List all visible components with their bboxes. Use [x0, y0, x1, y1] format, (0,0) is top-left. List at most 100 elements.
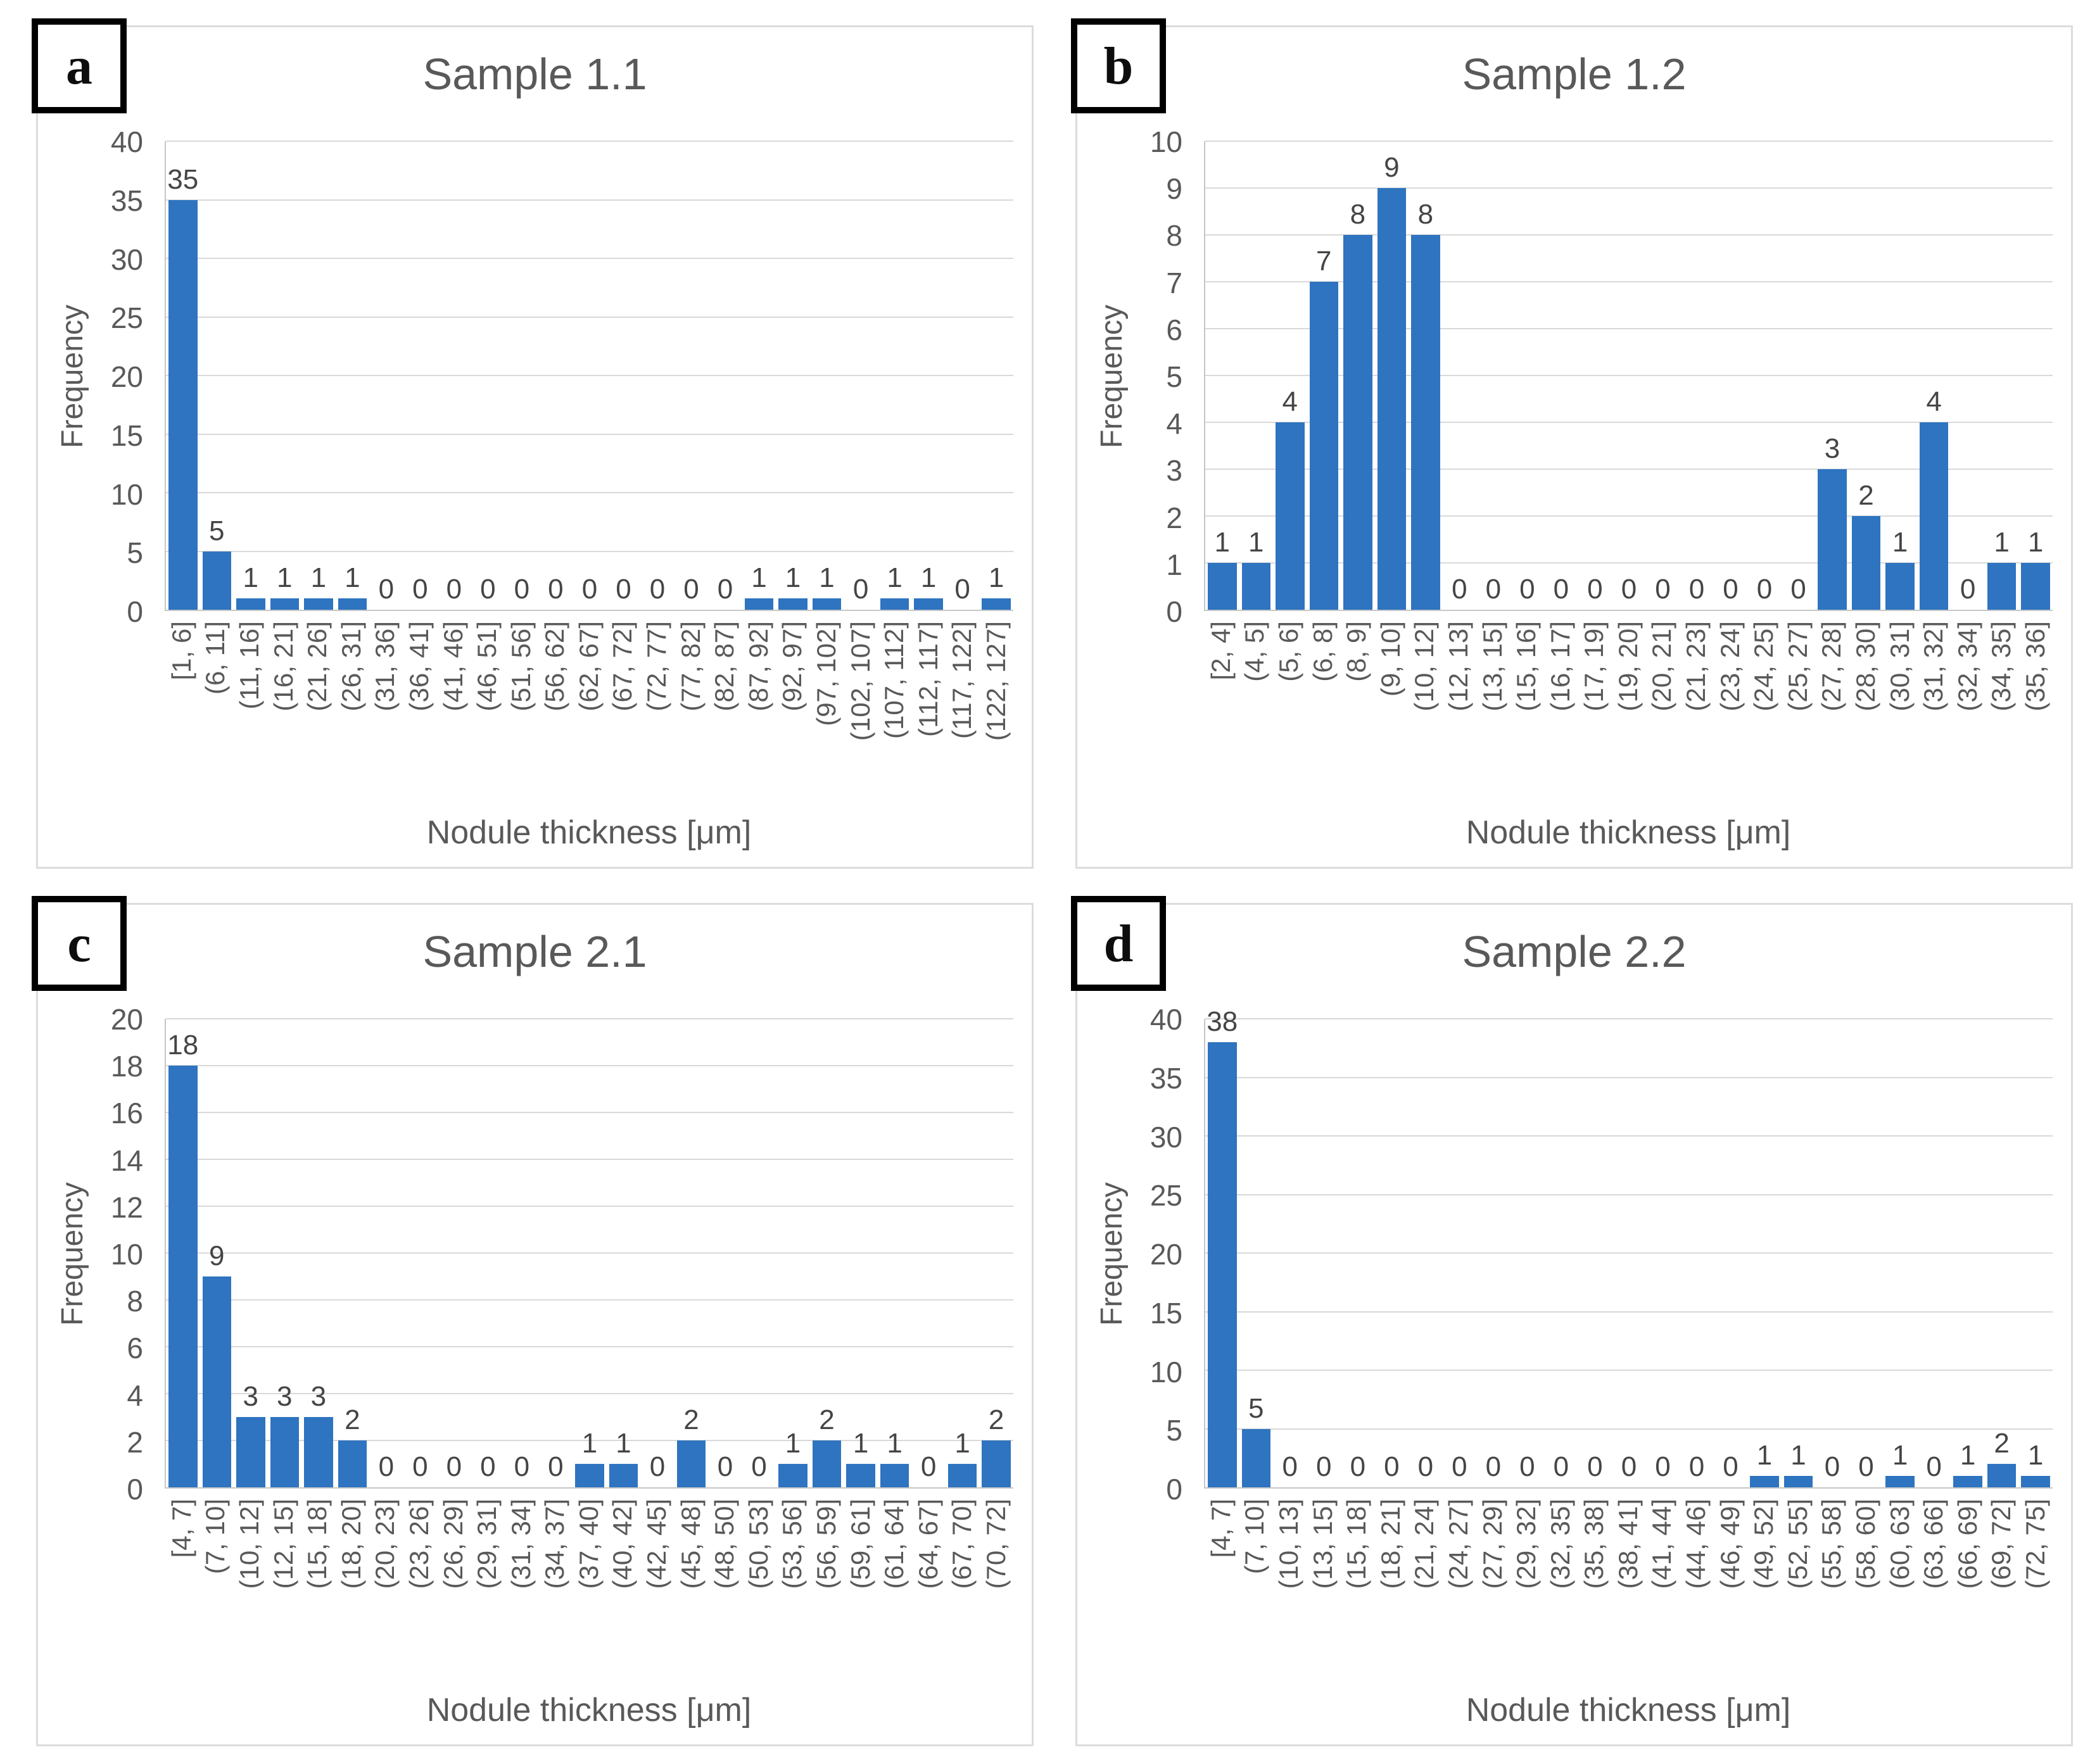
bar — [846, 1464, 875, 1487]
bar — [304, 1417, 333, 1487]
bar-column: 0 — [471, 141, 505, 610]
y-tick-label: 4 — [1166, 407, 1182, 441]
gridline — [166, 492, 1013, 493]
panel-letter: b — [1103, 36, 1134, 96]
x-tick-label: (10, 12] — [1409, 621, 1440, 712]
bar — [880, 598, 909, 610]
x-tick-label: (6, 8] — [1307, 621, 1338, 682]
y-tick-label: 3 — [1166, 454, 1182, 488]
bar — [168, 1066, 198, 1487]
bar-column: 0 — [1443, 1019, 1477, 1487]
x-tick-label: (67, 72] — [607, 621, 638, 712]
bar-value-label: 2 — [819, 1404, 835, 1435]
bar-column: 0 — [471, 1019, 505, 1487]
x-tick-label: (25, 27] — [1782, 621, 1813, 712]
bar-column: 1 — [810, 141, 844, 610]
chart-panel-c: c Sample 2.1 Frequency 0 2 4 6 8 10 12 14 16 18 20… — [32, 896, 1034, 1746]
bar-column: 0 — [1747, 141, 1782, 610]
bar-value-label: 1 — [785, 562, 801, 593]
bar-value-label: 0 — [1553, 574, 1569, 605]
y-tick-label: 10 — [1150, 125, 1182, 158]
gridline — [1205, 375, 2053, 376]
bar-value-label: 0 — [1384, 1451, 1400, 1482]
bar-column: 2 — [674, 1019, 709, 1487]
bar — [1818, 469, 1847, 610]
y-tick-label: 15 — [1150, 1296, 1182, 1330]
x-tick-label: (67, 70] — [947, 1499, 977, 1589]
x-tick-label: (17, 19] — [1579, 621, 1609, 712]
bar-value-label: 1 — [2027, 1439, 2044, 1471]
y-axis-ticks: 0 5 10 15 20 25 30 35 40 — [38, 127, 153, 626]
bar — [982, 1440, 1011, 1487]
bar-column: 0 — [369, 1019, 403, 1487]
chart-title: Sample 2.2 — [1462, 927, 1687, 976]
bar — [1241, 1428, 1271, 1487]
x-tick-label: (26, 31] — [336, 621, 366, 712]
y-tick-label: 15 — [110, 419, 143, 452]
bar-value-label: 1 — [988, 562, 1004, 593]
x-tick-label: (31, 36] — [370, 621, 400, 712]
x-tick-label: (50, 53] — [743, 1499, 773, 1589]
bar-value-label: 0 — [548, 574, 564, 605]
bar-column: 1 — [1951, 1019, 1985, 1487]
bar — [676, 1440, 706, 1487]
bar-column: 3 — [301, 1019, 336, 1487]
bar-value-label: 0 — [1485, 1451, 1502, 1482]
y-tick-label: 6 — [127, 1332, 143, 1365]
x-tick-label: (6, 11] — [200, 621, 231, 695]
x-tick-label: (5, 6] — [1273, 621, 1303, 682]
x-axis-ticks: [1, 6] (6, 11] (11, 16] (16, 21] (21, 26] (26… — [165, 621, 1013, 802]
bar-value-label: 5 — [209, 515, 225, 546]
bar — [1783, 1475, 1813, 1487]
bar-column: 0 — [1578, 141, 1612, 610]
bar-value-label: 0 — [1723, 574, 1738, 605]
x-tick-label: (27, 29] — [1477, 1499, 1507, 1589]
bar-column: 1 — [911, 141, 946, 610]
gridline — [1205, 1428, 2053, 1430]
bar-column: 0 — [708, 141, 742, 610]
gridline — [166, 550, 1013, 552]
x-tick-label: (64, 67] — [913, 1499, 943, 1589]
x-tick-label: (15, 18] — [302, 1499, 332, 1589]
bar-column: 0 — [640, 141, 674, 610]
bar-column: 1 — [301, 141, 336, 610]
bar-value-label: 3 — [1824, 433, 1840, 464]
bar-value-label: 1 — [954, 1428, 970, 1459]
bar-column: 0 — [1578, 1019, 1612, 1487]
y-tick-label: 20 — [110, 360, 143, 393]
x-tick-label: (9, 10] — [1375, 621, 1405, 697]
bar-column: 0 — [946, 141, 980, 610]
x-tick-label: (49, 52] — [1749, 1499, 1779, 1589]
bar-value-label: 0 — [1282, 1451, 1298, 1482]
x-tick-label: (61, 64] — [879, 1499, 909, 1589]
y-tick-label: 14 — [110, 1143, 143, 1177]
bar-column: 0 — [539, 1019, 573, 1487]
bar-value-label: 0 — [514, 574, 530, 605]
bar-column: 1 — [1747, 1019, 1782, 1487]
gridline — [1205, 281, 2053, 282]
y-axis-ticks: 0 1 2 3 4 5 6 7 8 9 10 — [1077, 127, 1193, 626]
x-tick-label: (13, 15] — [1307, 1499, 1338, 1589]
bars: 35 5 1 1 1 1 0 0 0 0 0 0 0 0 0 0 0 1 1 1 0 1 1 0 1 — [166, 141, 1013, 610]
panel-letter-box: b — [1071, 18, 1166, 113]
bar-column: 0 — [1612, 1019, 1646, 1487]
gridline — [1205, 422, 2053, 423]
x-tick-label: (20, 23] — [370, 1499, 400, 1589]
bar-value-label: 2 — [345, 1404, 360, 1435]
chart-title: Sample 1.1 — [422, 49, 647, 99]
gridlines — [166, 1018, 1013, 1487]
bar-column: 0 — [1646, 1019, 1680, 1487]
y-tick-label: 2 — [127, 1425, 143, 1459]
x-axis-title: Nodule thickness [μm] — [1466, 814, 1791, 851]
bar-value-label: 0 — [1655, 1451, 1671, 1482]
bar-column: 3 — [268, 1019, 302, 1487]
bar — [236, 598, 265, 610]
bar-value-label: 1 — [1994, 527, 2010, 558]
bar-column: 0 — [369, 141, 403, 610]
bar-column: 5 — [200, 141, 234, 610]
bar-value-label: 0 — [1858, 1451, 1874, 1482]
bar-value-label: 3 — [277, 1381, 293, 1412]
x-tick-label: (7, 10] — [1239, 1499, 1270, 1575]
bar-column: 0 — [1476, 1019, 1510, 1487]
bar-column: 4 — [1273, 141, 1307, 610]
